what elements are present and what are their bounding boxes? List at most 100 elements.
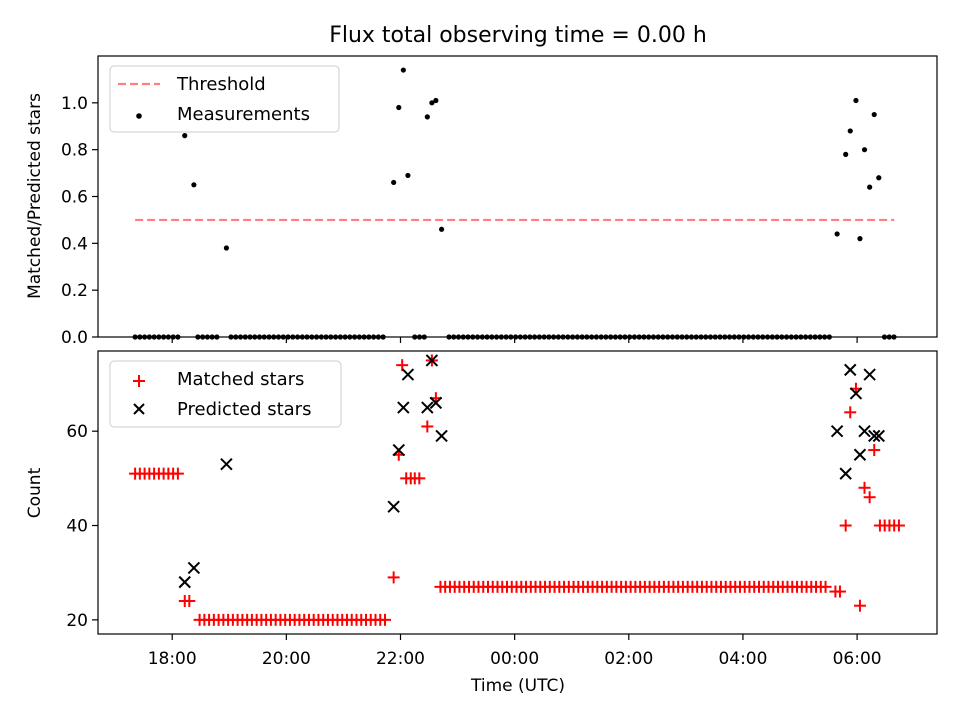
- count-panel: Count 20 40 60 18:00 20:00 22:00 00:00 02:00 04…: [25, 350, 938, 696]
- measurement-point: [876, 175, 882, 181]
- y-tick-label: 20: [66, 611, 88, 631]
- top-y-ticks: 0.0 0.2 0.4 0.6 0.8 1.0: [61, 94, 98, 348]
- matched-star-point: [387, 571, 400, 584]
- matched-stars-points: [129, 354, 905, 626]
- measurement-point: [867, 184, 873, 190]
- measurement-point: [438, 226, 445, 232]
- predicted-star-stroke: [844, 363, 857, 377]
- x-axis-label: Time (UTC): [470, 676, 565, 696]
- measurement-point: [223, 245, 230, 251]
- predicted-star-point: [830, 424, 844, 438]
- matched-star-point: [892, 519, 905, 532]
- predicted-star-point: [425, 354, 439, 367]
- measurement-point: [182, 133, 188, 139]
- predicted-stars-points: [178, 354, 885, 589]
- matched-star-point: [863, 491, 876, 504]
- x-tick-label: 20:00: [262, 649, 311, 669]
- predicted-star-stroke: [220, 457, 233, 471]
- bottom-y-ticks: 20 40 60: [66, 422, 98, 631]
- measurements-legend-label: Measurements: [177, 104, 310, 125]
- predicted-legend-swatch: [133, 403, 145, 415]
- predicted-star-stroke: [830, 424, 844, 438]
- predicted-star-point: [387, 500, 400, 513]
- predicted-star-stroke: [429, 396, 443, 410]
- measurement-point: [396, 104, 402, 111]
- matched-star-point: [853, 599, 866, 612]
- top-legend-box: [109, 65, 340, 133]
- measurement-point: [847, 128, 853, 134]
- predicted-star-point: [421, 401, 434, 414]
- y-tick-label: 1.0: [61, 94, 88, 114]
- y-tick-label: 0.8: [61, 141, 88, 161]
- predicted-star-stroke: [187, 561, 201, 575]
- matched-legend-label: Matched stars: [177, 369, 304, 390]
- predicted-star-point: [401, 368, 415, 381]
- y-tick-label: 40: [66, 517, 88, 537]
- predicted-star-point: [839, 467, 852, 480]
- top-y-axis-label: Matched/Predicted stars: [25, 93, 45, 299]
- predicted-star-point: [858, 424, 871, 438]
- y-tick-label: 0.4: [61, 234, 88, 254]
- y-tick-label: 0.6: [61, 188, 88, 208]
- measurement-point: [433, 97, 439, 104]
- predicted-star-point: [849, 387, 863, 400]
- matched-legend-swatch: [133, 375, 145, 387]
- ratio-panel: Matched/Predicted stars 0.0 0.2 0.4 0.6 0.8 1…: [25, 55, 938, 348]
- predicted-star-point: [868, 429, 881, 443]
- measurement-point: [429, 100, 435, 106]
- bottom-legend: Matched stars Predicted stars: [109, 360, 342, 428]
- predicted-star-stroke: [421, 401, 434, 414]
- measurement-point: [861, 147, 868, 153]
- x-tick-label: 02:00: [604, 649, 653, 669]
- predicted-star-point: [392, 443, 405, 457]
- y-tick-label: 0.2: [61, 281, 88, 301]
- y-tick-label: 0.0: [61, 328, 88, 348]
- bottom-x-ticks: 18:00 20:00 22:00 00:00 02:00 04:00 06:00: [148, 634, 882, 669]
- x-tick-label: 06:00: [833, 649, 882, 669]
- measurements-legend-swatch: [136, 113, 142, 119]
- matched-star-point: [379, 613, 392, 626]
- predicted-star-stroke: [401, 368, 415, 381]
- predicted-star-stroke: [435, 429, 448, 443]
- predicted-star-point: [853, 448, 867, 461]
- predicted-star-stroke: [868, 429, 881, 443]
- predicted-star-stroke: [425, 354, 439, 367]
- predicted-star-point: [844, 363, 857, 377]
- measurement-point: [424, 114, 430, 120]
- matched-star-point: [171, 467, 184, 480]
- predicted-star-point: [397, 401, 410, 414]
- x-tick-label: 22:00: [376, 649, 425, 669]
- predicted-star-stroke: [872, 429, 885, 443]
- predicted-star-stroke: [849, 387, 863, 400]
- bottom-y-axis-label: Count: [25, 467, 45, 518]
- predicted-star-stroke: [863, 368, 876, 381]
- x-tick-label: 04:00: [718, 649, 767, 669]
- predicted-star-point: [429, 396, 443, 410]
- matched-star-point: [421, 420, 434, 433]
- measurement-point: [400, 67, 406, 73]
- x-tick-label: 00:00: [490, 649, 539, 669]
- y-tick-label: 60: [66, 422, 88, 442]
- matched-star-point: [844, 406, 857, 419]
- predicted-star-stroke: [839, 467, 852, 480]
- measurement-point: [853, 97, 859, 104]
- matched-star-point: [858, 481, 871, 494]
- measurement-point: [843, 151, 849, 157]
- predicted-star-point: [435, 429, 448, 443]
- predicted-star-stroke: [178, 575, 191, 589]
- predicted-star-stroke: [397, 401, 410, 414]
- top-legend: Threshold Measurements: [109, 65, 340, 133]
- matched-star-point: [868, 444, 881, 457]
- predicted-star-point: [178, 575, 191, 589]
- measurement-point: [834, 231, 840, 237]
- matched-star-point: [819, 580, 832, 593]
- x-tick-label: 18:00: [148, 649, 197, 669]
- top-axes-frame: [97, 55, 938, 338]
- matched-star-point: [396, 359, 409, 372]
- predicted-star-stroke: [858, 424, 871, 438]
- predicted-star-point: [872, 429, 885, 443]
- predicted-star-point: [863, 368, 876, 381]
- measurement-point: [191, 182, 197, 188]
- bottom-legend-box: [109, 360, 342, 428]
- predicted-star-stroke: [392, 443, 405, 457]
